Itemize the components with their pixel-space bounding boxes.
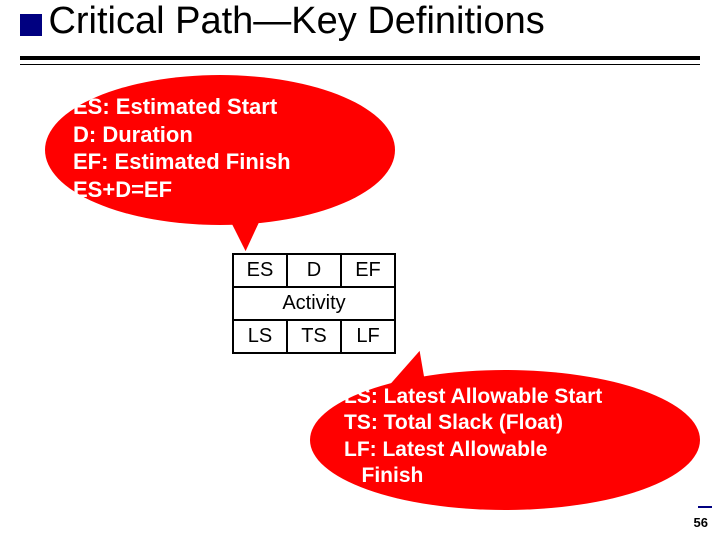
table-row: Activity — [233, 287, 395, 320]
cell-lf: LF — [341, 320, 395, 353]
def-line-lf2: Finish — [344, 463, 700, 489]
title-bullet-icon — [20, 14, 42, 36]
slide-title-bar: Critical Path—Key Definitions — [20, 0, 700, 49]
activity-node-table: ES D EF Activity LS TS LF — [232, 253, 396, 354]
cell-es: ES — [233, 254, 287, 287]
cell-ls: LS — [233, 320, 287, 353]
title-underline-thick — [20, 56, 700, 60]
def-line-es: ES: Estimated Start — [73, 93, 395, 121]
title-underline-thin — [20, 64, 700, 65]
def-line-ts: TS: Total Slack (Float) — [344, 410, 700, 436]
table-row: ES D EF — [233, 254, 395, 287]
table-row: LS TS LF — [233, 320, 395, 353]
cell-d: D — [287, 254, 341, 287]
definitions-bubble-bottom: LS: Latest Allowable Start TS: Total Sla… — [310, 370, 700, 510]
def-line-d: D: Duration — [73, 121, 395, 149]
def-line-lf1: LF: Latest Allowable — [344, 437, 700, 463]
corner-accent — [698, 506, 712, 508]
cell-ts: TS — [287, 320, 341, 353]
def-line-formula: ES+D=EF — [73, 176, 395, 204]
page-number: 56 — [694, 515, 708, 530]
definitions-bubble-top: ES: Estimated Start D: Duration EF: Esti… — [45, 75, 395, 225]
slide-title: Critical Path—Key Definitions — [48, 0, 544, 43]
def-line-ef: EF: Estimated Finish — [73, 148, 395, 176]
cell-ef: EF — [341, 254, 395, 287]
cell-activity: Activity — [233, 287, 395, 320]
def-line-ls: LS: Latest Allowable Start — [344, 384, 700, 410]
